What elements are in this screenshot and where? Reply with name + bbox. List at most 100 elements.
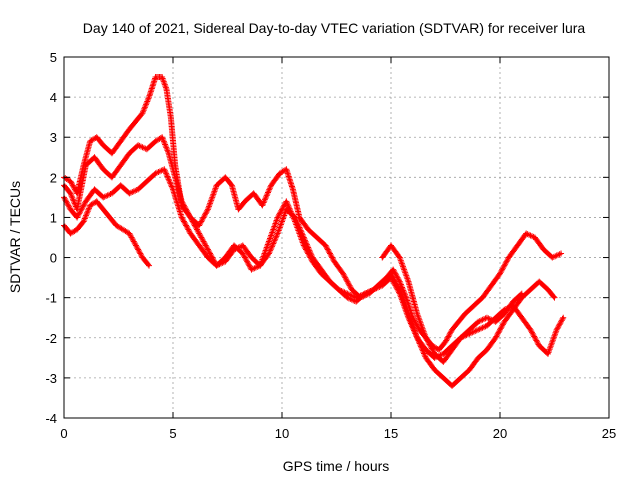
data-point: [75, 228, 79, 231]
data-point: [141, 256, 144, 259]
data-point: [128, 128, 131, 131]
data-point: [298, 216, 301, 219]
data-point: [415, 336, 419, 339]
data-point: [197, 224, 201, 227]
data-point: [119, 140, 122, 143]
gridlines: [64, 57, 609, 418]
data-point: [232, 248, 236, 251]
data-point: [173, 176, 177, 179]
data-point: [302, 236, 305, 239]
series-track-1: [61, 74, 565, 353]
data-point: [457, 320, 460, 323]
data-point: [485, 348, 489, 352]
data-point: [529, 328, 532, 331]
series-plus-markers: [379, 242, 525, 365]
data-point: [102, 196, 105, 199]
data-point: [407, 280, 410, 283]
data-point: [285, 208, 288, 211]
x-tick-label: 25: [602, 426, 616, 441]
data-point: [553, 296, 556, 299]
x-tick-label: 15: [384, 426, 398, 441]
chart-title: Day 140 of 2021, Sidereal Day-to-day VTE…: [83, 20, 586, 36]
data-point: [121, 228, 125, 231]
data-point: [206, 208, 210, 211]
data-point: [450, 384, 454, 388]
data-point: [459, 336, 462, 339]
data-point: [102, 168, 105, 171]
data-point: [154, 140, 157, 143]
data-point: [407, 316, 410, 319]
data-point: [136, 144, 140, 147]
data-point: [398, 292, 401, 295]
data-point: [230, 184, 234, 187]
data-point: [154, 172, 157, 175]
data-point: [278, 172, 282, 175]
data-point: [110, 192, 114, 195]
data-point: [252, 192, 255, 195]
data-point: [224, 260, 227, 263]
data-point: [206, 256, 210, 259]
data-point: [477, 356, 480, 360]
data-point: [95, 200, 98, 203]
data-point: [69, 192, 72, 195]
data-point: [88, 140, 92, 143]
data-point: [167, 152, 170, 155]
data-series: [61, 74, 567, 389]
data-point: [546, 352, 550, 356]
y-tick-label: -2: [45, 331, 57, 346]
data-point: [516, 244, 519, 247]
data-point: [128, 152, 131, 155]
data-point: [165, 87, 168, 91]
data-point: [320, 268, 323, 271]
data-point: [503, 320, 506, 323]
data-point: [241, 244, 244, 247]
data-point: [459, 376, 462, 380]
data-point: [145, 148, 149, 151]
data-point: [463, 312, 467, 315]
data-point: [276, 216, 279, 219]
axis-ticks: 0 5 10 15 20 25 -4 -3 -2 -1 0 1 2 3 4 5: [45, 50, 616, 441]
series-trace: [63, 136, 555, 387]
data-point: [206, 248, 210, 251]
data-point: [389, 276, 393, 279]
data-point: [269, 184, 273, 187]
data-point: [555, 328, 558, 331]
y-tick-label: -4: [45, 411, 57, 426]
data-point: [415, 312, 419, 315]
data-point: [93, 156, 96, 159]
data-point: [173, 164, 177, 167]
data-point: [180, 216, 183, 219]
data-point: [215, 264, 218, 267]
data-point: [189, 232, 192, 235]
data-point: [163, 168, 166, 171]
data-point: [169, 115, 173, 119]
data-point: [333, 260, 336, 263]
data-point: [293, 216, 297, 219]
data-point: [442, 360, 445, 364]
data-point: [494, 336, 497, 339]
data-point: [424, 356, 428, 360]
data-point: [381, 256, 384, 259]
data-point: [424, 348, 428, 352]
data-point: [444, 340, 447, 343]
data-point: [241, 252, 244, 255]
data-point: [75, 208, 79, 211]
data-point: [110, 176, 114, 179]
data-point: [485, 316, 489, 319]
data-point: [529, 288, 532, 291]
data-point: [136, 188, 140, 191]
data-point: [477, 320, 480, 323]
data-point: [442, 376, 445, 380]
data-point: [391, 268, 395, 271]
data-point: [119, 164, 122, 167]
data-point: [324, 244, 327, 247]
data-point: [276, 232, 279, 235]
series-track-3: [61, 166, 567, 361]
y-tick-label: 2: [50, 170, 57, 185]
data-point: [259, 264, 262, 267]
data-point: [134, 244, 138, 247]
data-point: [442, 352, 445, 356]
data-point: [341, 272, 345, 275]
data-point: [389, 244, 393, 247]
